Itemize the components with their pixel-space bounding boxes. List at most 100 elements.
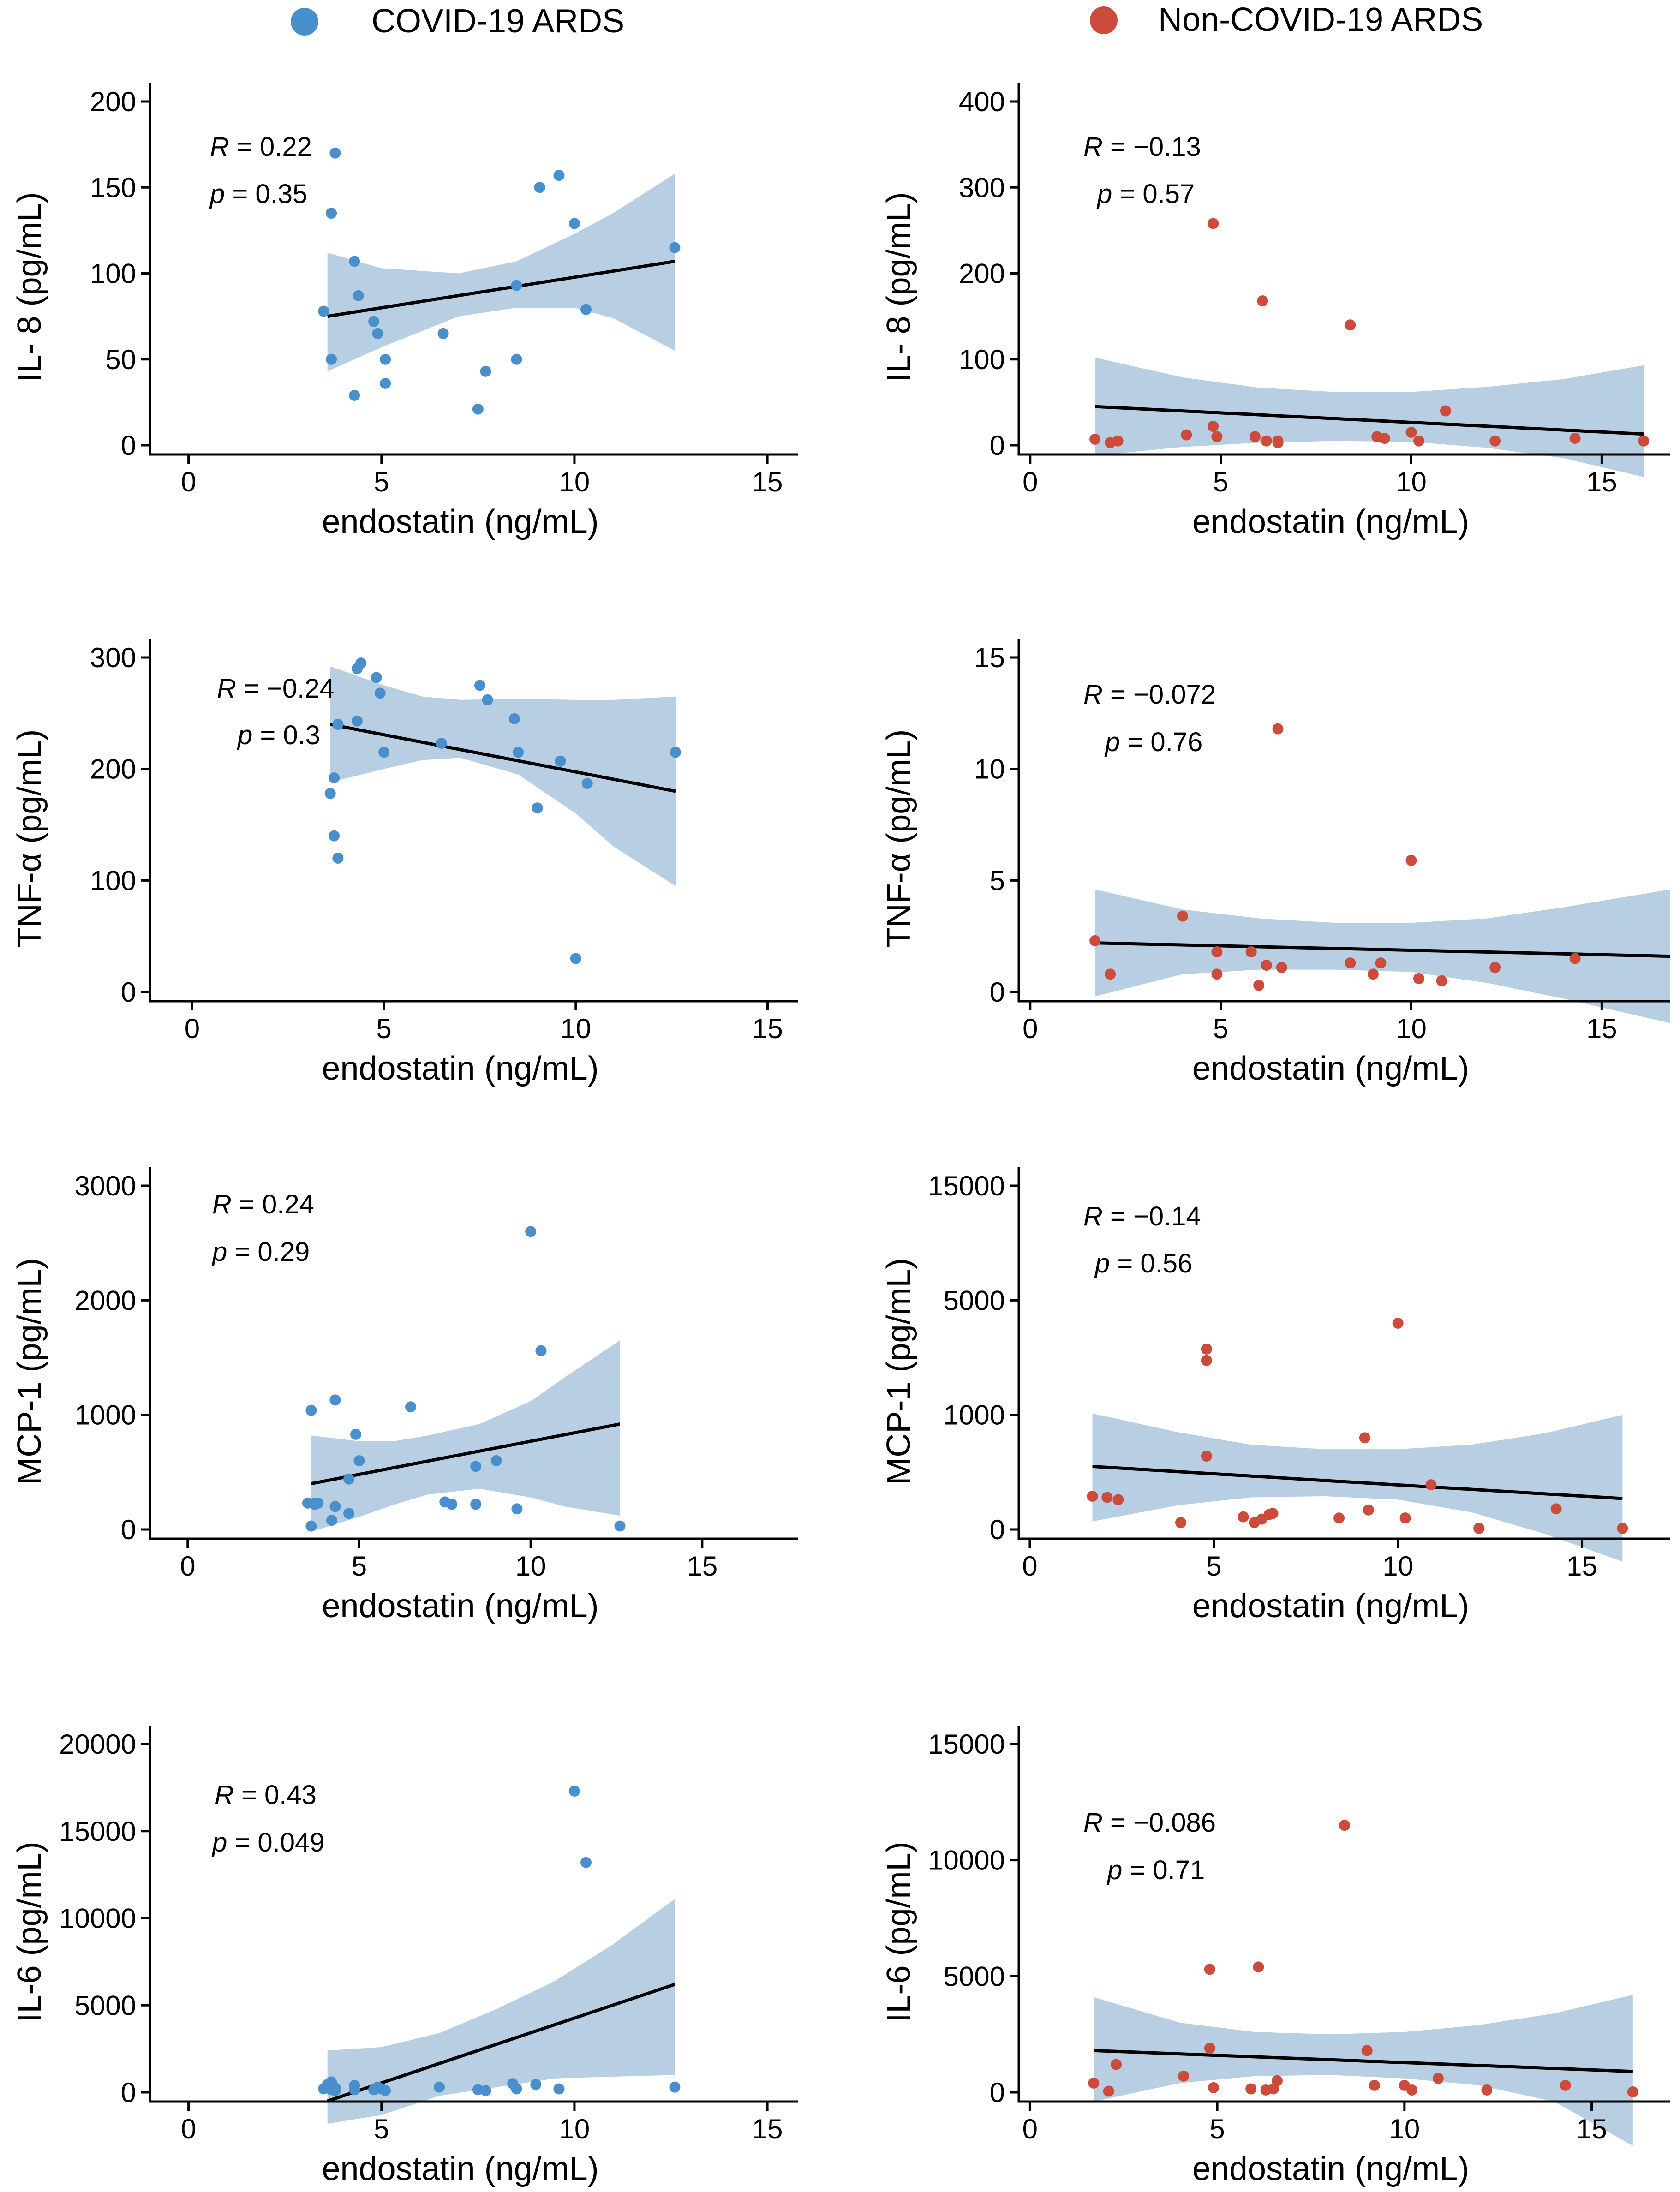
data-point <box>343 1473 355 1485</box>
data-point <box>1405 854 1417 866</box>
x-tick-label: 0 <box>1022 1551 1037 1582</box>
data-point <box>670 747 681 758</box>
data-point <box>1550 1503 1562 1515</box>
y-tick-label: 15000 <box>59 1816 136 1847</box>
confidence-band <box>1095 358 1644 477</box>
data-point <box>1201 1355 1212 1366</box>
x-axis-title: endostatin (ng/mL) <box>322 1050 598 1087</box>
axis-lines <box>149 1167 798 1540</box>
regression-line <box>1094 2049 1633 2073</box>
chart-panel-2: 0 5 10 15 0 100 200 300 400 endostatin (ng/mL) IL-… <box>880 83 1670 540</box>
axis-lines <box>149 1726 798 2103</box>
confidence-band <box>1092 1413 1623 1562</box>
x-axis-title: endostatin (ng/mL) <box>1192 503 1469 540</box>
data-point <box>326 1515 337 1526</box>
data-point <box>553 2083 565 2095</box>
data-point <box>437 328 449 339</box>
y-tick-label: 5000 <box>944 1961 1005 1992</box>
data-point <box>1089 433 1101 445</box>
y-axis-title: TNF-α (pg/mL) <box>11 729 48 948</box>
data-point <box>1489 435 1501 447</box>
data-point <box>1271 2075 1283 2086</box>
x-tick-label: 10 <box>1382 1551 1413 1582</box>
y-tick-label: 300 <box>90 642 136 673</box>
data-point <box>470 1499 482 1510</box>
y-tick-label: 3000 <box>75 1171 136 1201</box>
data-point <box>1276 962 1287 973</box>
data-point <box>1627 2086 1638 2097</box>
x-tick-label: 15 <box>687 1551 717 1582</box>
regression-line <box>1094 405 1644 436</box>
data-point <box>1208 2082 1219 2093</box>
axis-lines <box>1017 1726 1670 2103</box>
y-tick-label: 100 <box>90 865 136 896</box>
y-tick-label: 15 <box>974 642 1005 673</box>
y-tick-label: 300 <box>959 172 1005 203</box>
data-point <box>305 1404 317 1416</box>
regression-line <box>1092 1464 1623 1500</box>
y-axis-title: IL- 8 (pg/mL) <box>880 192 917 382</box>
x-tick-label: 15 <box>1586 466 1617 497</box>
data-point <box>1367 968 1379 980</box>
data-point <box>1405 427 1417 438</box>
data-point <box>1569 953 1581 964</box>
y-tick-label: 5000 <box>75 1990 136 2021</box>
data-point <box>1481 2084 1493 2096</box>
correlation-r-text: R = −0.086 <box>1083 1808 1216 1838</box>
x-tick-label: 15 <box>752 466 783 497</box>
data-point <box>1208 218 1219 229</box>
y-axis-title: MCP-1 (pg/mL) <box>880 1258 917 1485</box>
data-point <box>1112 1494 1124 1505</box>
data-point <box>1211 946 1223 957</box>
legend-label-non-covid: Non-COVID-19 ARDS <box>1158 1 1483 38</box>
data-point <box>1105 968 1116 980</box>
data-point <box>1257 295 1268 307</box>
y-tick-label: 200 <box>959 258 1005 289</box>
data-point <box>532 802 543 814</box>
y-tick-label: 0 <box>121 430 136 461</box>
data-point <box>1249 431 1261 442</box>
correlation-r-text: R = −0.13 <box>1083 132 1201 162</box>
data-point <box>480 365 491 377</box>
data-point <box>374 687 386 699</box>
data-point <box>326 208 337 219</box>
legend-marker-covid <box>291 8 318 36</box>
chart-panel-4: 0 5 10 15 0 5 10 15 endostatin (ng/mL) TNF-α (pg/… <box>880 639 1671 1087</box>
legend-marker-non-covid <box>1090 6 1118 34</box>
x-tick-label: 5 <box>374 2114 389 2144</box>
y-axis-title: MCP-1 (pg/mL) <box>11 1258 48 1485</box>
data-point <box>513 747 524 758</box>
data-point <box>349 2084 360 2096</box>
data-point <box>378 747 390 758</box>
data-point <box>1211 968 1223 980</box>
data-point <box>329 830 340 842</box>
data-point <box>1211 431 1223 442</box>
y-tick-label: 20000 <box>59 1729 136 1760</box>
y-tick-label: 100 <box>959 344 1005 375</box>
y-tick-label: 0 <box>121 1514 136 1545</box>
data-point <box>511 1503 523 1515</box>
data-point <box>1399 1512 1411 1524</box>
p-value-text: p = 0.35 <box>209 179 307 209</box>
x-axis-title: endostatin (ng/mL) <box>322 1588 598 1625</box>
data-point <box>1440 405 1451 417</box>
data-point <box>332 853 344 864</box>
data-point <box>1436 975 1447 986</box>
data-point <box>555 755 566 767</box>
regression-line <box>330 723 676 793</box>
x-tick-label: 10 <box>1389 2114 1420 2144</box>
data-point <box>312 1497 324 1509</box>
p-value-text: p = 0.71 <box>1106 1855 1205 1885</box>
data-point <box>580 304 592 315</box>
data-point <box>1204 1964 1215 1975</box>
data-point <box>1489 962 1501 973</box>
data-point <box>490 1455 502 1466</box>
data-point <box>511 353 522 365</box>
data-point <box>669 2081 681 2093</box>
data-point <box>332 719 344 730</box>
data-point <box>351 715 363 727</box>
data-point <box>380 353 391 365</box>
confidence-band <box>330 666 676 886</box>
